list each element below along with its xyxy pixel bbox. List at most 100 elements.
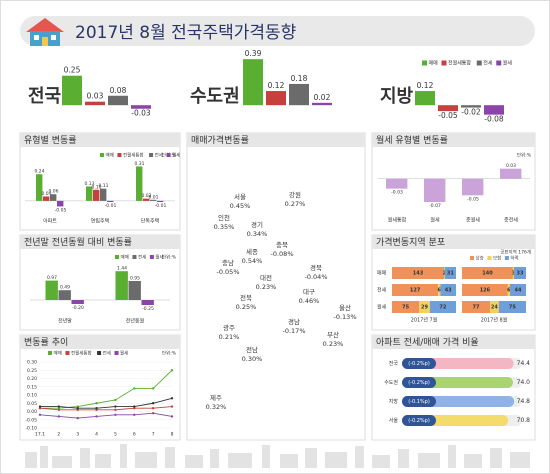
segment-label: 3 — [512, 271, 516, 277]
value-label: -0.08 — [484, 115, 504, 124]
panel-header — [20, 133, 180, 147]
panel-title: 유형별 변동률 — [24, 135, 77, 146]
bar — [100, 188, 107, 201]
point — [114, 408, 117, 412]
segment-label: 140 — [482, 271, 493, 277]
bar-segment — [498, 301, 526, 313]
bar-segment — [444, 267, 456, 279]
legend-label: 전세 — [483, 60, 493, 67]
bar-segment — [507, 284, 510, 296]
value-label: 74.0 — [517, 379, 531, 386]
region-value: 0.23% — [256, 283, 277, 291]
value-label: 0.02 — [141, 193, 151, 199]
region-value: 0.46% — [299, 297, 320, 305]
panel-header — [372, 335, 535, 349]
change-label: (-0.1%p) — [408, 399, 430, 405]
panel-title: 변동률 추이 — [24, 337, 68, 348]
bar — [36, 174, 43, 201]
panel-title: 아파트 전세/매매 가격 비율 — [376, 336, 479, 348]
x-tick-label: 연립주택 — [91, 218, 110, 225]
point — [57, 408, 61, 412]
skyline — [25, 444, 530, 468]
region-value: -0.04% — [305, 273, 328, 281]
value-label: 0.12 — [268, 81, 285, 90]
bar-segment — [429, 301, 456, 313]
segment-label: 75 — [402, 305, 409, 311]
value-label: -0.05 — [467, 196, 479, 202]
region-value: 0.23% — [323, 340, 344, 348]
point — [95, 402, 98, 405]
value-label: 0.04 — [41, 191, 51, 197]
y-tick-label: 0.10 — [27, 393, 37, 399]
bar — [136, 166, 143, 201]
point — [95, 415, 98, 418]
region-name: 경북 — [310, 263, 322, 272]
legend-swatch — [496, 60, 502, 66]
bar — [50, 194, 57, 201]
legend-label: 월세 — [172, 152, 180, 159]
region-value: 0.45% — [230, 202, 251, 210]
point — [76, 405, 79, 408]
bar — [62, 75, 82, 106]
bar — [58, 290, 71, 300]
bar — [462, 178, 484, 196]
segment-label: 77 — [473, 305, 480, 311]
panel — [186, 132, 366, 441]
panel-title: 매매가격변동률 — [191, 134, 249, 146]
value-label: 1.44 — [117, 266, 127, 272]
point — [133, 405, 136, 408]
bar — [312, 102, 332, 106]
point — [151, 411, 155, 415]
bar-segment — [392, 284, 439, 296]
line — [39, 406, 173, 411]
bar-segment — [419, 301, 430, 313]
panel — [19, 132, 181, 231]
bar — [157, 200, 164, 202]
region-label: 전국 — [28, 86, 61, 107]
change-badge — [402, 358, 436, 369]
legend-label: 월세 — [155, 254, 163, 261]
point — [170, 397, 174, 400]
row-label: 지방 — [389, 398, 399, 405]
segment-label: 75 — [509, 305, 516, 311]
x-tick-label: 6 — [133, 432, 136, 438]
legend-swatch — [166, 153, 171, 157]
row-label: 서울 — [389, 417, 399, 424]
y-tick-label: 0.15 — [27, 384, 37, 390]
bar — [86, 186, 93, 201]
bar-segment — [462, 284, 508, 296]
y-tick-label: 0.30 — [27, 360, 37, 366]
value-label: 0.39 — [245, 49, 262, 58]
value-label: 0.08 — [110, 86, 127, 95]
bar — [108, 95, 128, 106]
value-label: -0.05 — [55, 207, 67, 213]
value-label: 0.11 — [98, 183, 108, 189]
point — [133, 387, 136, 390]
panel-header — [20, 235, 180, 249]
legend-swatch — [470, 256, 474, 260]
panel — [19, 234, 181, 331]
legend-label: 전월세통합 — [71, 350, 92, 357]
region-value: -0.17% — [283, 327, 306, 335]
x-tick-label: 준월세 — [466, 217, 480, 224]
region-name: 제주 — [210, 394, 222, 402]
region-name: 충북 — [276, 240, 288, 249]
legend-label: 월세 — [120, 350, 128, 357]
region-value: 0.35% — [214, 223, 235, 231]
region-value: 0.21% — [219, 333, 240, 341]
row-label: 전세 — [377, 287, 387, 294]
x-tick-label: 월세통합 — [388, 217, 407, 224]
bar-segment — [392, 267, 444, 279]
x-tick-label: 17.1 — [35, 432, 45, 438]
unit-label: 단위:% — [162, 350, 177, 357]
bar — [143, 198, 150, 201]
value-label: 0.06 — [48, 189, 58, 195]
bar-segment — [438, 284, 441, 296]
region-value: -0.13% — [334, 313, 357, 321]
region-value: 0.27% — [285, 200, 306, 208]
segment-label: 2 — [443, 271, 447, 277]
segment-label: 6 — [507, 288, 511, 294]
value-label: 0.12 — [417, 81, 434, 90]
legend-label: 보합 — [493, 255, 501, 262]
value-label: 0.24 — [34, 169, 44, 175]
